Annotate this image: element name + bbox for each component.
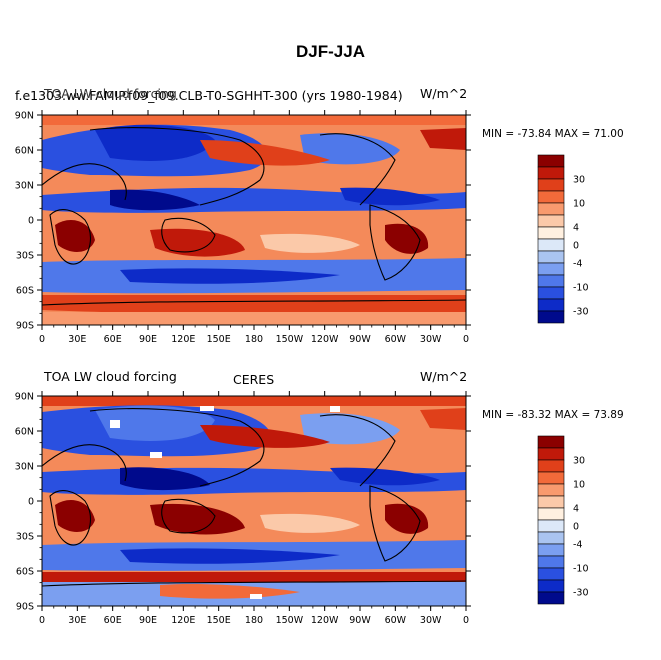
lat-label: 60S [16, 286, 34, 297]
colorbar-swatch [537, 435, 565, 449]
lon-label: 90E [139, 334, 157, 345]
lon-label: 120W [311, 334, 339, 345]
colorbar-swatch [537, 226, 565, 240]
lon-label: 120W [311, 615, 339, 626]
lat-label: 30N [15, 462, 34, 473]
panel2-map [42, 396, 466, 606]
colorbar-label: 0 [573, 522, 579, 533]
colorbar-label: -10 [573, 564, 589, 575]
colorbar-swatch [537, 471, 565, 485]
colorbar-label: 4 [573, 223, 579, 234]
lon-label: 90W [349, 615, 371, 626]
panel1-units: W/m^2 [420, 86, 468, 101]
colorbar-label: -30 [573, 588, 589, 599]
colorbar-label: 30 [573, 456, 585, 467]
colorbar-label: -4 [573, 540, 582, 551]
lon-label: 180 [245, 615, 263, 626]
lon-label: 120E [171, 334, 195, 345]
lon-label: 150E [207, 334, 231, 345]
colorbar-label: 4 [573, 504, 579, 515]
lat-label: 30S [16, 251, 34, 262]
panel2-left-title: TOA LW cloud forcing [44, 369, 177, 384]
colorbar-swatch [537, 238, 565, 252]
lon-label: 30W [420, 615, 442, 626]
map-axes: 90N 60N 30N 0 30S 60S 90S 0 30E 60E 90E 120E 150E 180… [15, 110, 471, 626]
lat-label: 60N [15, 146, 34, 157]
lon-label: 0 [39, 334, 45, 345]
lon-label: 90W [349, 334, 371, 345]
lat-label: 90S [16, 321, 34, 332]
colorbar-swatch [537, 166, 565, 180]
lon-label: 30W [420, 334, 442, 345]
colorbar-label: -4 [573, 259, 582, 270]
colorbar-swatch [537, 543, 565, 557]
colorbar-swatch [537, 459, 565, 473]
colorbar-swatch [537, 262, 565, 276]
panel2-center-title: CERES [233, 372, 275, 387]
lon-label: 90E [139, 615, 157, 626]
colorbar-label: 30 [573, 175, 585, 186]
lon-label: 60E [104, 334, 122, 345]
lon-label: 30E [68, 334, 86, 345]
panel1-map [42, 115, 466, 325]
colorbar-label: 0 [573, 241, 579, 252]
lat-label: 90S [16, 602, 34, 613]
colorbar-label: -10 [573, 283, 589, 294]
lon-label: 60E [104, 615, 122, 626]
panel1-left-title: f.e1303.ww.FAMIP.f09_f09.CLB-T0-SGHHT-30… [15, 88, 403, 103]
colorbar-swatch [537, 250, 565, 264]
panel1-overlay-title: TOA LW cloud forcing [44, 86, 177, 101]
lon-label: 150W [276, 615, 304, 626]
colorbar-label: 10 [573, 199, 585, 210]
lon-label: 0 [463, 334, 469, 345]
colorbar-swatch [537, 286, 565, 300]
colorbar-swatch [537, 154, 565, 168]
colorbar-swatch [537, 202, 565, 216]
lat-label: 30S [16, 532, 34, 543]
colorbar-swatch [537, 579, 565, 593]
colorbar-swatch [537, 447, 565, 461]
colorbar-swatch [537, 214, 565, 228]
lat-label: 0 [28, 216, 34, 227]
panel1-min-max: MIN = -73.84 MAX = 71.00 [482, 128, 624, 140]
panel1-colorbar: 30 10 4 0 -4 -10 -30 [537, 154, 589, 324]
colorbar-swatch [537, 555, 565, 569]
lat-label: 60S [16, 567, 34, 578]
colorbar-swatch [537, 531, 565, 545]
colorbar-swatch [537, 567, 565, 581]
lon-label: 0 [39, 615, 45, 626]
lat-label: 90N [15, 392, 34, 403]
lon-label: 60W [385, 615, 407, 626]
colorbar-label: 10 [573, 480, 585, 491]
lat-label: 60N [15, 427, 34, 438]
colorbar-swatch [537, 507, 565, 521]
lon-label: 150W [276, 334, 304, 345]
colorbar-swatch [537, 274, 565, 288]
colorbar-swatch [537, 178, 565, 192]
colorbar-swatch [537, 483, 565, 497]
lon-label: 150E [207, 615, 231, 626]
colorbar-swatch [537, 190, 565, 204]
lat-label: 90N [15, 111, 34, 122]
figure-title: DJF-JJA [296, 42, 365, 61]
lon-label: 180 [245, 334, 263, 345]
lon-label: 60W [385, 334, 407, 345]
panel2-units: W/m^2 [420, 369, 468, 384]
lat-label: 0 [28, 497, 34, 508]
colorbar-swatch [537, 495, 565, 509]
lat-label: 30N [15, 181, 34, 192]
lon-label: 30E [68, 615, 86, 626]
lon-label: 120E [171, 615, 195, 626]
colorbar-label: -30 [573, 307, 589, 318]
colorbar-swatch [537, 310, 565, 324]
panel2-min-max: MIN = -83.32 MAX = 73.89 [482, 409, 624, 421]
colorbar-swatch [537, 591, 565, 605]
lon-label: 0 [463, 615, 469, 626]
colorbar-swatch [537, 298, 565, 312]
colorbar-swatch [537, 519, 565, 533]
panel2-colorbar: 30 10 4 0 -4 -10 -30 [537, 435, 589, 605]
